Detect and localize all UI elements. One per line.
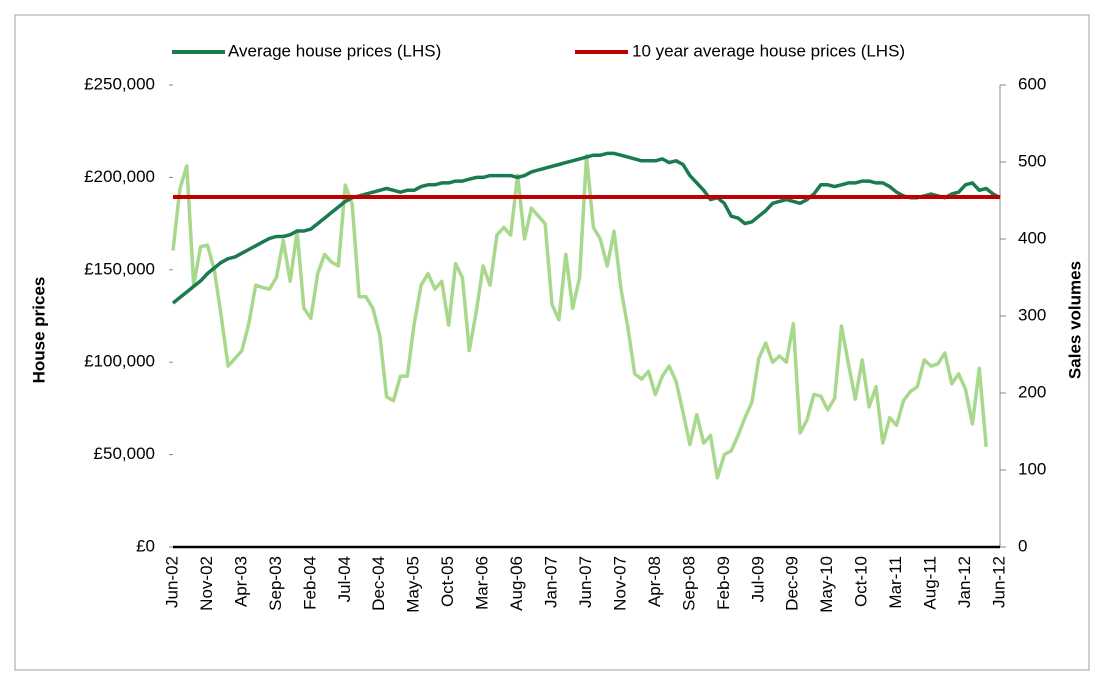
y2-tick-label: 400 xyxy=(1018,228,1046,247)
x-tick-label: Mar-06 xyxy=(473,556,492,610)
chart-frame xyxy=(14,14,1090,671)
x-tick-label: Dec-09 xyxy=(783,556,802,611)
y-tick-label: £250,000 xyxy=(84,74,155,93)
y2-tick-label: 500 xyxy=(1018,151,1046,170)
x-tick-label: Jan-12 xyxy=(955,556,974,608)
x-tick-label: Sep-08 xyxy=(679,556,698,611)
x-tick-label: Oct-05 xyxy=(438,556,457,607)
x-tick-label: Jul-09 xyxy=(748,556,767,602)
x-tick-label: Apr-08 xyxy=(645,556,664,607)
y2-axis-title: Sales volumes xyxy=(1065,261,1084,379)
x-tick-label: Aug-11 xyxy=(921,556,940,610)
x-tick-label: Apr-03 xyxy=(231,556,250,607)
y2-tick-label: 300 xyxy=(1018,305,1046,324)
x-tick-label: Nov-02 xyxy=(197,556,216,611)
series-line xyxy=(171,154,988,480)
x-tick-label: Aug-06 xyxy=(507,556,526,611)
y-tick-label: £0 xyxy=(136,536,155,555)
y-tick-label: £50,000 xyxy=(94,444,155,463)
x-tick-label: Feb-09 xyxy=(714,556,733,610)
x-tick-label: Oct-10 xyxy=(852,556,871,607)
x-tick-label: Sep-03 xyxy=(266,556,285,611)
x-tick-label: May-10 xyxy=(817,556,836,613)
y-tick-label: £150,000 xyxy=(84,259,155,278)
y2-tick-label: 0 xyxy=(1018,536,1027,555)
x-tick-label: Jun-02 xyxy=(162,556,181,608)
x-tick-label: Nov-07 xyxy=(610,556,629,611)
y2-tick-label: 100 xyxy=(1018,459,1046,478)
legend-label: Average house prices (LHS) xyxy=(228,41,441,60)
x-tick-label: Dec-04 xyxy=(369,556,388,611)
x-tick-label: Jul-04 xyxy=(335,556,354,602)
x-tick-label: Mar-11 xyxy=(886,556,905,609)
x-tick-label: Jan-07 xyxy=(542,556,561,608)
y-axis-title: House prices xyxy=(29,277,48,384)
x-tick-label: May-05 xyxy=(404,556,423,613)
y-tick-label: £200,000 xyxy=(84,167,155,186)
x-tick-label: Jun-07 xyxy=(576,556,595,608)
y2-tick-label: 600 xyxy=(1018,74,1046,93)
y-tick-label: £100,000 xyxy=(84,352,155,371)
y2-tick-label: 200 xyxy=(1018,382,1046,401)
legend-label: 10 year average house prices (LHS) xyxy=(632,41,905,60)
x-tick-label: Feb-04 xyxy=(300,556,319,610)
x-tick-label: Jun-12 xyxy=(989,556,1008,608)
series-line xyxy=(171,151,1001,305)
